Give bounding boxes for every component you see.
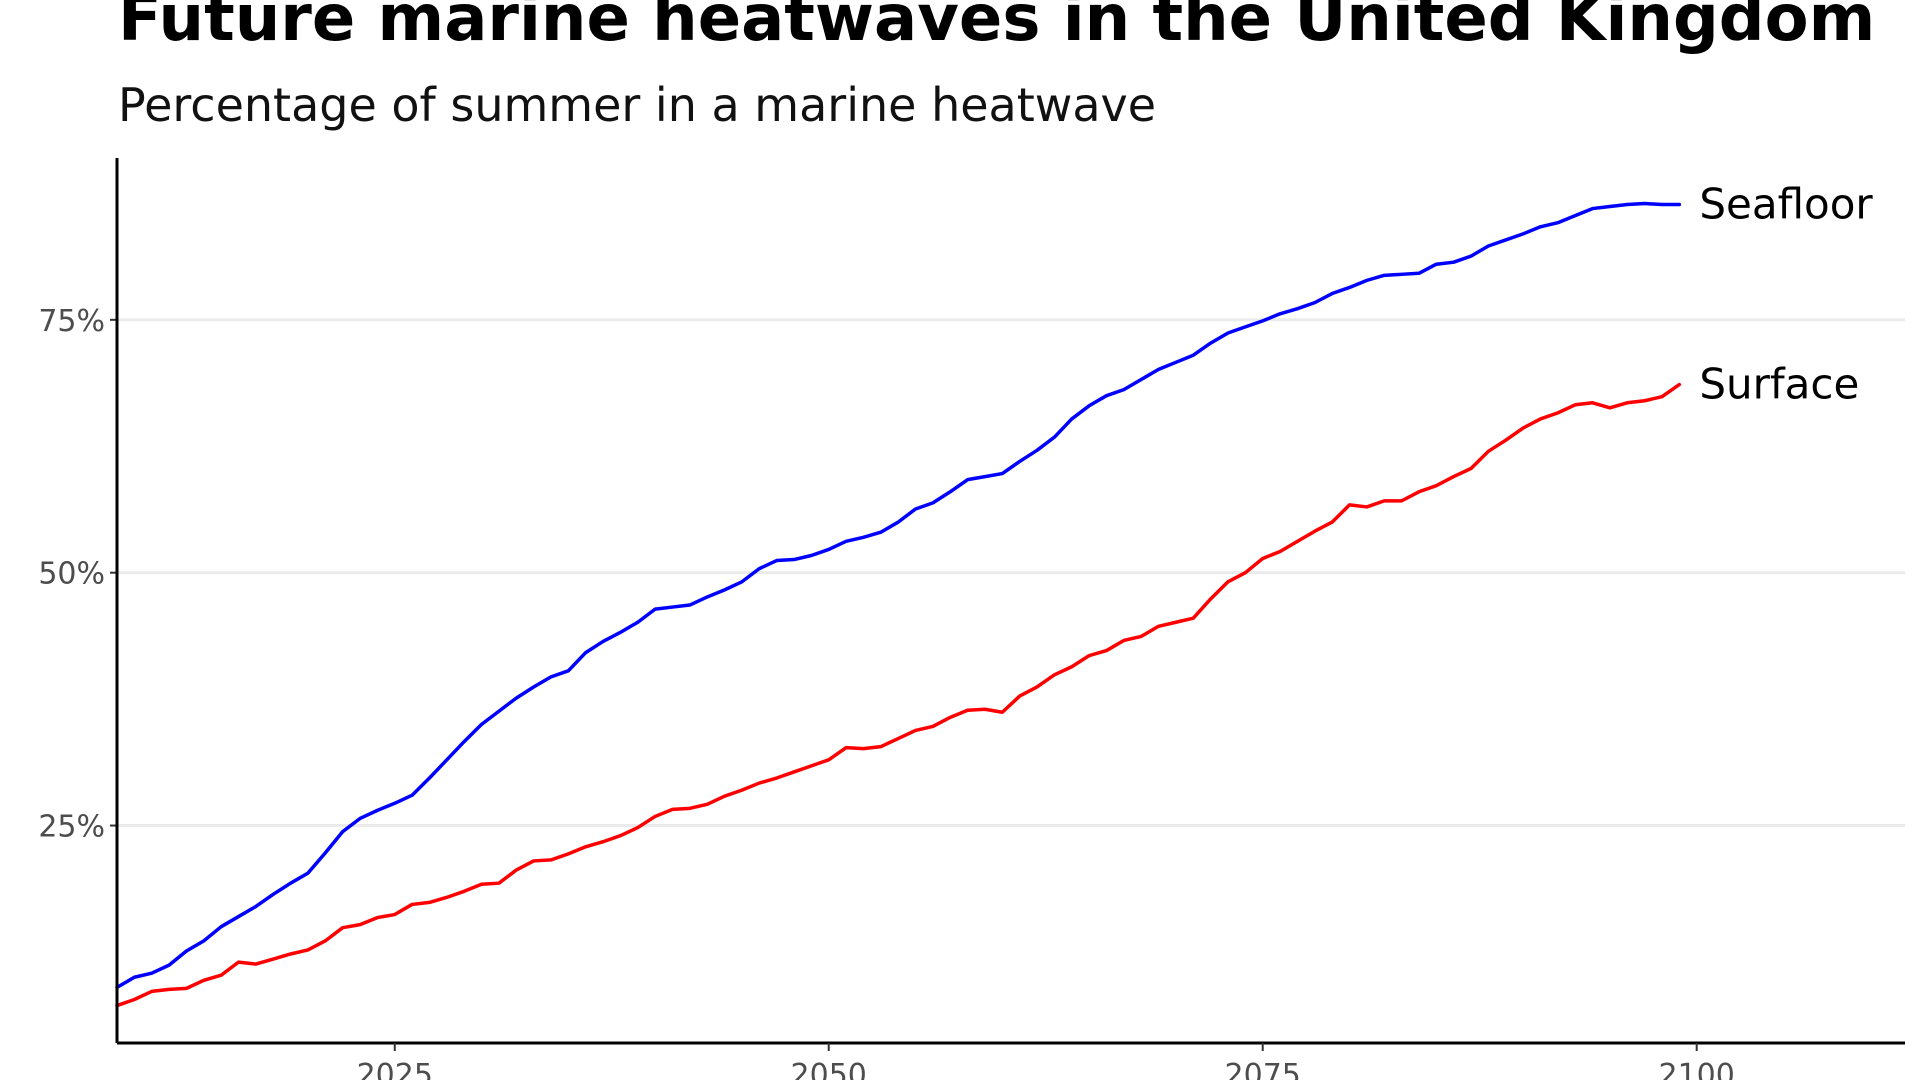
axes	[110, 158, 1905, 1051]
y-tick-label: 75%	[38, 304, 105, 339]
labels: 25% 50% 75% Seafloor Surface 2025 2050 2075 2100	[38, 180, 1873, 1080]
x-tick-label: 2025	[357, 1058, 433, 1080]
y-tick-label: 50%	[38, 557, 105, 592]
chart-subtitle: Percentage of summer in a marine heatwav…	[118, 78, 1157, 132]
y-tick-label: 25%	[38, 810, 105, 845]
series-line-surface	[115, 382, 1682, 1008]
x-tick-label: 2050	[791, 1058, 867, 1080]
x-tick-label: 2100	[1659, 1058, 1735, 1080]
gridlines	[117, 318, 1905, 828]
chart-title: Future marine heatwaves in the United Ki…	[118, 0, 1876, 56]
series-label-surface: Surface	[1699, 360, 1859, 409]
series-label-seafloor: Seafloor	[1699, 180, 1873, 229]
series-line-seafloor	[115, 201, 1682, 990]
x-tick-label: 2075	[1225, 1058, 1301, 1080]
series-lines	[115, 201, 1682, 1008]
